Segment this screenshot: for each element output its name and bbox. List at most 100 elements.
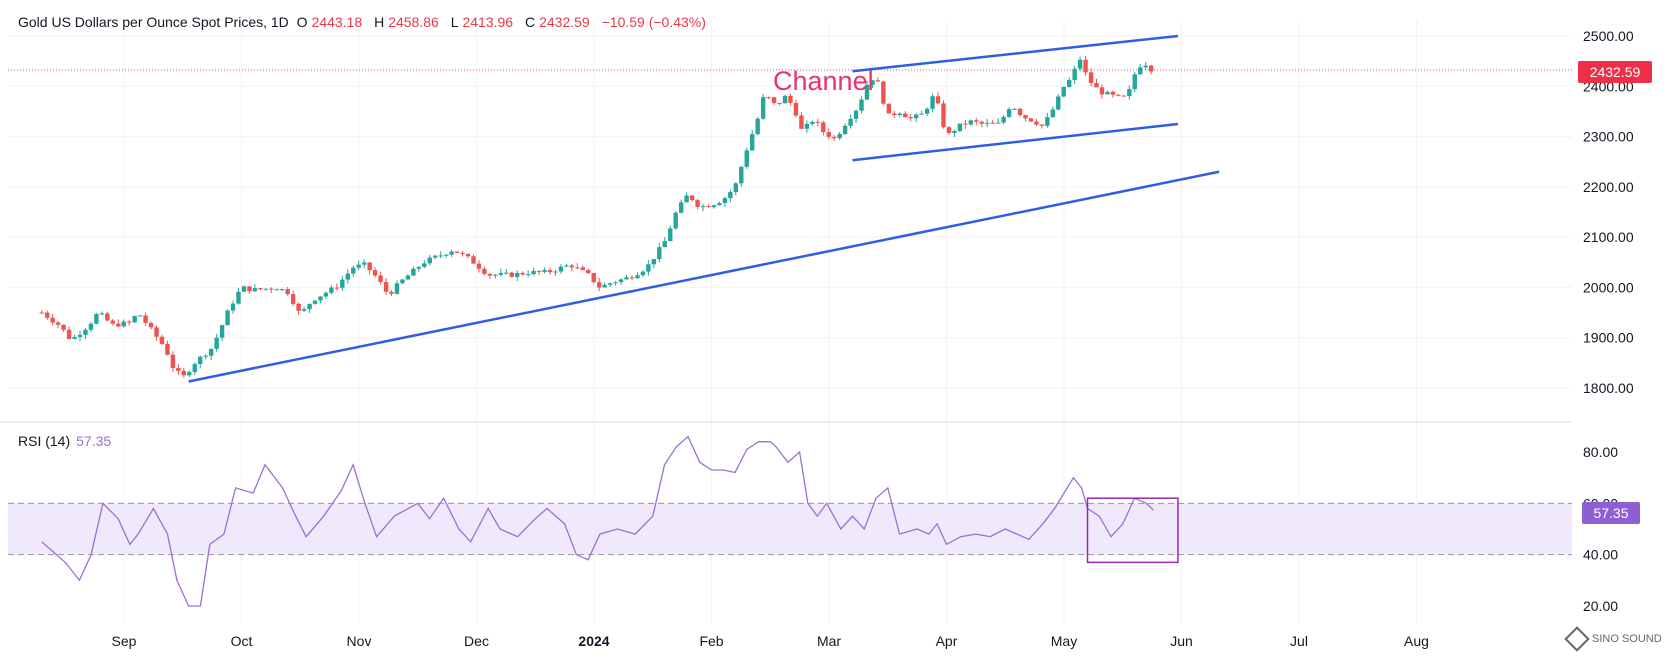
candle-body [515,272,520,277]
candle [1045,112,1050,128]
candle [870,80,875,89]
price-axis: 1800.00 1900.00 2000.00 2100.00 2200.00 2300.… [1583,28,1634,396]
candle-body [126,321,132,323]
candle [733,181,739,196]
time-tick-label: Nov [347,633,372,649]
candle [963,119,968,129]
candle [290,290,296,306]
legend-open-value: 2443.18 [311,14,363,30]
candle-body [750,134,755,151]
candle-body [1088,72,1094,84]
candle-body [334,287,340,289]
watermark-text: SINO SOUND [1592,632,1662,645]
candle [247,286,252,294]
candle-body [668,228,673,242]
candle-body [400,279,405,284]
candle-body [1132,74,1137,90]
candle-body [678,202,684,213]
candle [1088,68,1094,87]
candle [1138,63,1143,76]
candle-body [45,312,50,318]
rsi-legend-label: RSI (14) [18,433,71,449]
candle-body [83,329,88,335]
candle [875,77,881,82]
candle-body [602,284,607,288]
candle-body [684,195,689,203]
candle-body [848,118,853,126]
candle-body [728,192,733,199]
candle-body [280,289,285,291]
candle-body [706,206,711,208]
candle [225,309,230,326]
candle-body [821,122,826,133]
candle-body [700,206,706,208]
candle-body [536,270,542,272]
candle [684,192,689,203]
candle-body [1127,89,1132,97]
candle [1006,107,1012,119]
candle-body [143,315,148,323]
candle-body [842,125,848,134]
candle [99,311,105,316]
candle-body [94,314,99,324]
candle [301,306,307,312]
candle [148,321,154,330]
candle-body [1138,67,1143,75]
candle-body [1143,65,1148,68]
legend-close: C 2432.59 [525,14,594,30]
candle-body [782,95,788,104]
candle [1056,94,1061,111]
candle [230,300,236,314]
watermark: SINO SOUND [1564,626,1662,652]
candle [482,266,487,276]
candle-body [460,252,465,254]
candle-body [766,97,771,99]
candle [586,268,591,275]
candle-body [132,316,137,323]
candle [602,282,607,288]
candle [607,282,613,287]
candle [1116,94,1121,97]
candle-body [323,292,329,297]
candle [777,102,782,106]
candle-body [881,81,886,104]
candle-body [558,266,564,272]
candle [542,267,547,274]
candle [50,313,55,326]
candle-body [192,364,197,372]
candle [165,340,170,356]
candle [985,118,990,128]
candle [624,275,629,280]
candle [269,287,274,293]
candle [881,80,886,106]
candle [952,129,957,138]
candle-body [1039,124,1045,126]
candle [39,310,44,314]
candle-body [318,296,323,301]
price-tick-label: 2500.00 [1583,28,1634,44]
candle [1127,85,1132,100]
rsi-band [8,503,1572,555]
candle [596,277,602,292]
candle [1094,78,1099,88]
candle-body [378,275,383,283]
candle-body [739,166,744,184]
candle [1066,77,1072,88]
candle [367,262,372,275]
candle [1132,71,1137,93]
time-tick-label: 2024 [578,633,609,649]
candle-body [61,324,66,330]
candle-body [394,283,400,294]
candle [886,103,892,114]
candle [1077,56,1083,72]
candle [618,278,624,285]
price-tick-label: 2000.00 [1583,279,1634,295]
candle-body [55,322,61,325]
candle [137,315,143,317]
candle-body [957,123,963,132]
candle [957,123,963,133]
candle-body [290,294,296,304]
candle [821,120,826,136]
candle-body [711,205,717,208]
candle-body [799,115,804,129]
